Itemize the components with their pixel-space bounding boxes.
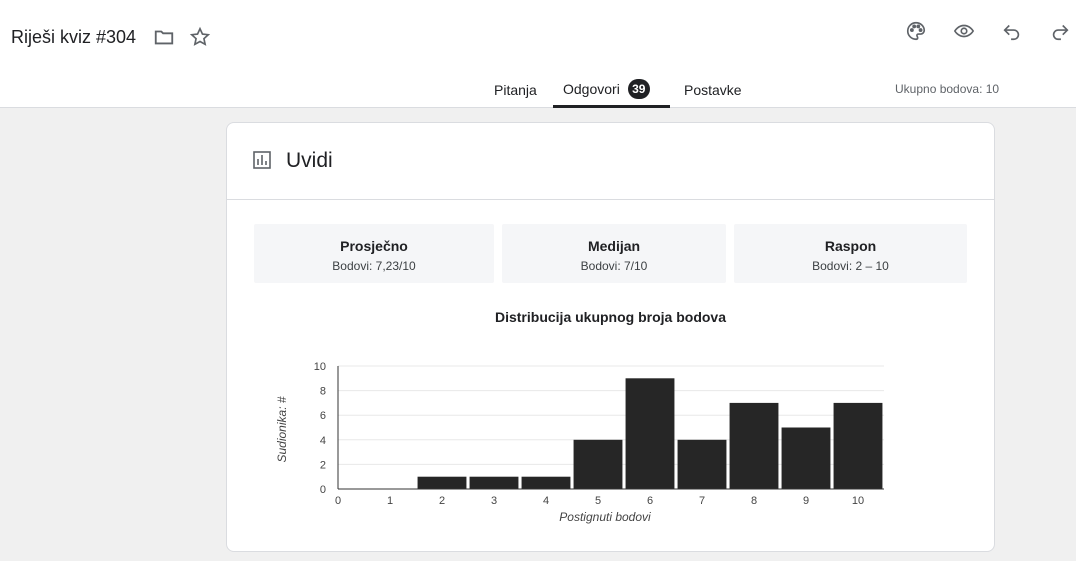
bar-5 (573, 439, 623, 489)
x-tick-label: 4 (543, 495, 549, 507)
bar-4 (521, 476, 571, 489)
x-tick-label: 8 (751, 495, 757, 507)
bar-8 (729, 402, 779, 489)
y-tick-label: 8 (320, 386, 326, 398)
x-tick-label: 0 (335, 495, 341, 507)
x-tick-label: 5 (595, 495, 601, 507)
stat-range-label: Raspon (824, 238, 877, 254)
palette-icon[interactable] (904, 19, 928, 43)
folder-icon[interactable] (152, 25, 176, 49)
stat-median-label: Medijan (587, 238, 641, 254)
total-points: Ukupno bodova: 10 (895, 82, 1000, 96)
stat-range-value: Bodovi: 2 – 10 (812, 259, 889, 273)
bar-6 (625, 378, 675, 489)
y-tick-label: 10 (314, 361, 326, 373)
insights-card: Uvidi Prosječno Bodovi: 7,23/10 Medijan … (226, 122, 995, 552)
x-tick-label: 6 (647, 495, 653, 507)
tab-questions-label: Pitanja (494, 82, 537, 98)
stat-average: Prosječno Bodovi: 7,23/10 (254, 224, 494, 283)
x-tick-label: 9 (803, 495, 809, 507)
bar-10 (833, 402, 883, 489)
x-tick-label: 1 (387, 495, 393, 507)
tab-questions[interactable]: Pitanja (484, 72, 547, 108)
insights-icon (253, 151, 271, 174)
tab-settings-label: Postavke (684, 82, 742, 98)
stat-range: Raspon Bodovi: 2 – 10 (734, 224, 967, 283)
y-tick-label: 6 (320, 410, 326, 422)
stat-median: Medijan Bodovi: 7/10 (502, 224, 726, 283)
star-icon[interactable] (188, 25, 212, 49)
x-tick-label: 10 (852, 495, 864, 507)
redo-icon[interactable] (1048, 19, 1072, 43)
x-tick-label: 2 (439, 495, 445, 507)
bar-3 (469, 476, 519, 489)
stat-average-value: Bodovi: 7,23/10 (332, 259, 416, 273)
undo-icon[interactable] (1000, 19, 1024, 43)
y-tick-label: 4 (320, 435, 326, 447)
bar-2 (417, 476, 467, 489)
response-count-badge: 39 (627, 78, 650, 99)
y-axis-title: Sudionika: # (275, 396, 289, 462)
document-title[interactable]: Riješi kviz #304 (11, 27, 137, 47)
insights-header: Uvidi (227, 123, 994, 200)
x-tick-label: 7 (699, 495, 705, 507)
bar-7 (677, 439, 727, 489)
stat-median-value: Bodovi: 7/10 (580, 259, 648, 273)
tab-responses[interactable]: Odgovori 39 (553, 72, 670, 108)
tab-settings[interactable]: Postavke (674, 72, 752, 108)
insights-title: Uvidi (286, 149, 333, 172)
app-header: Riješi kviz #304 Pitanja Odgovori 39 Pos… (0, 0, 1076, 108)
y-tick-label: 2 (320, 459, 326, 471)
stat-average-label: Prosječno (340, 238, 408, 254)
bar-9 (781, 427, 831, 489)
score-distribution-chart: 0 2 4 6 8 10 0 1 2 3 4 5 6 7 8 9 10 Postignuti bodovi Sudi… (275, 361, 884, 524)
x-axis-title: Postignuti bodovi (559, 510, 651, 524)
eye-icon[interactable] (952, 19, 976, 43)
tab-bar: Pitanja Odgovori 39 Postavke (0, 72, 1076, 108)
tab-responses-label: Odgovori (563, 80, 620, 97)
y-tick-label: 0 (320, 484, 326, 496)
x-tick-label: 3 (491, 495, 497, 507)
chart-title: Distribucija ukupnog broja bodova (494, 309, 726, 325)
